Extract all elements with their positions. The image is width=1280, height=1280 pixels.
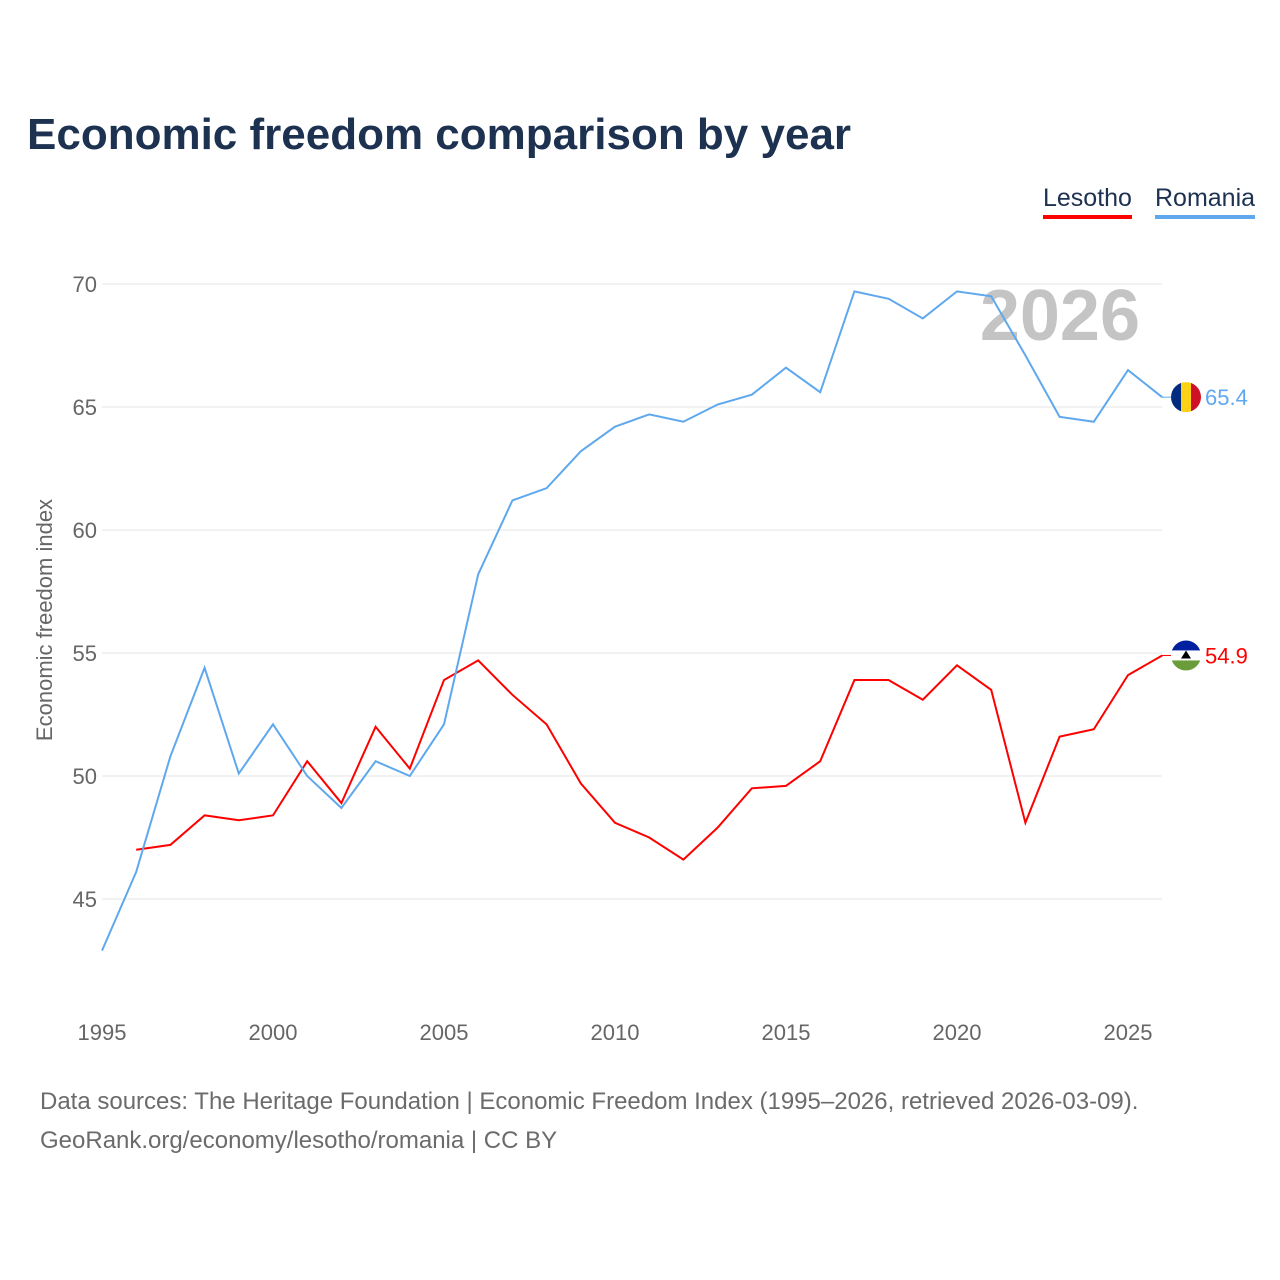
year-watermark: 2026 — [980, 276, 1140, 356]
series-line-romania — [101, 290, 1163, 952]
x-tick-label: 2005 — [420, 1020, 469, 1045]
y-tick-label: 50 — [73, 764, 97, 789]
x-tick-label: 2010 — [591, 1020, 640, 1045]
series-line-lesotho — [136, 654, 1163, 861]
end-value-label: 65.4 — [1205, 385, 1248, 410]
y-tick-label: 65 — [73, 395, 97, 420]
y-tick-label: 60 — [73, 518, 97, 543]
y-tick-label: 70 — [73, 272, 97, 297]
legend-lesotho[interactable]: Lesotho — [1043, 184, 1132, 219]
x-tick-label: 1995 — [78, 1020, 127, 1045]
y-tick-label: 55 — [73, 641, 97, 666]
footer-sources: Data sources: The Heritage Foundation | … — [40, 1088, 1139, 1115]
end-value-label: 54.9 — [1205, 643, 1248, 668]
x-tick-label: 2025 — [1104, 1020, 1153, 1045]
lesotho-flag-icon — [1171, 640, 1201, 671]
romania-flag-icon — [1171, 382, 1201, 413]
legend-romania[interactable]: Romania — [1155, 184, 1256, 219]
y-tick-label: 45 — [73, 887, 97, 912]
chart-title: Economic freedom comparison by year — [27, 110, 852, 159]
x-tick-label: 2000 — [249, 1020, 298, 1045]
x-tick-label: 2015 — [762, 1020, 811, 1045]
x-tick-label: 2020 — [933, 1020, 982, 1045]
footer-link[interactable]: GeoRank.org/economy/lesotho/romania | CC… — [40, 1127, 558, 1154]
y-axis-label: Economic freedom index — [32, 499, 57, 741]
